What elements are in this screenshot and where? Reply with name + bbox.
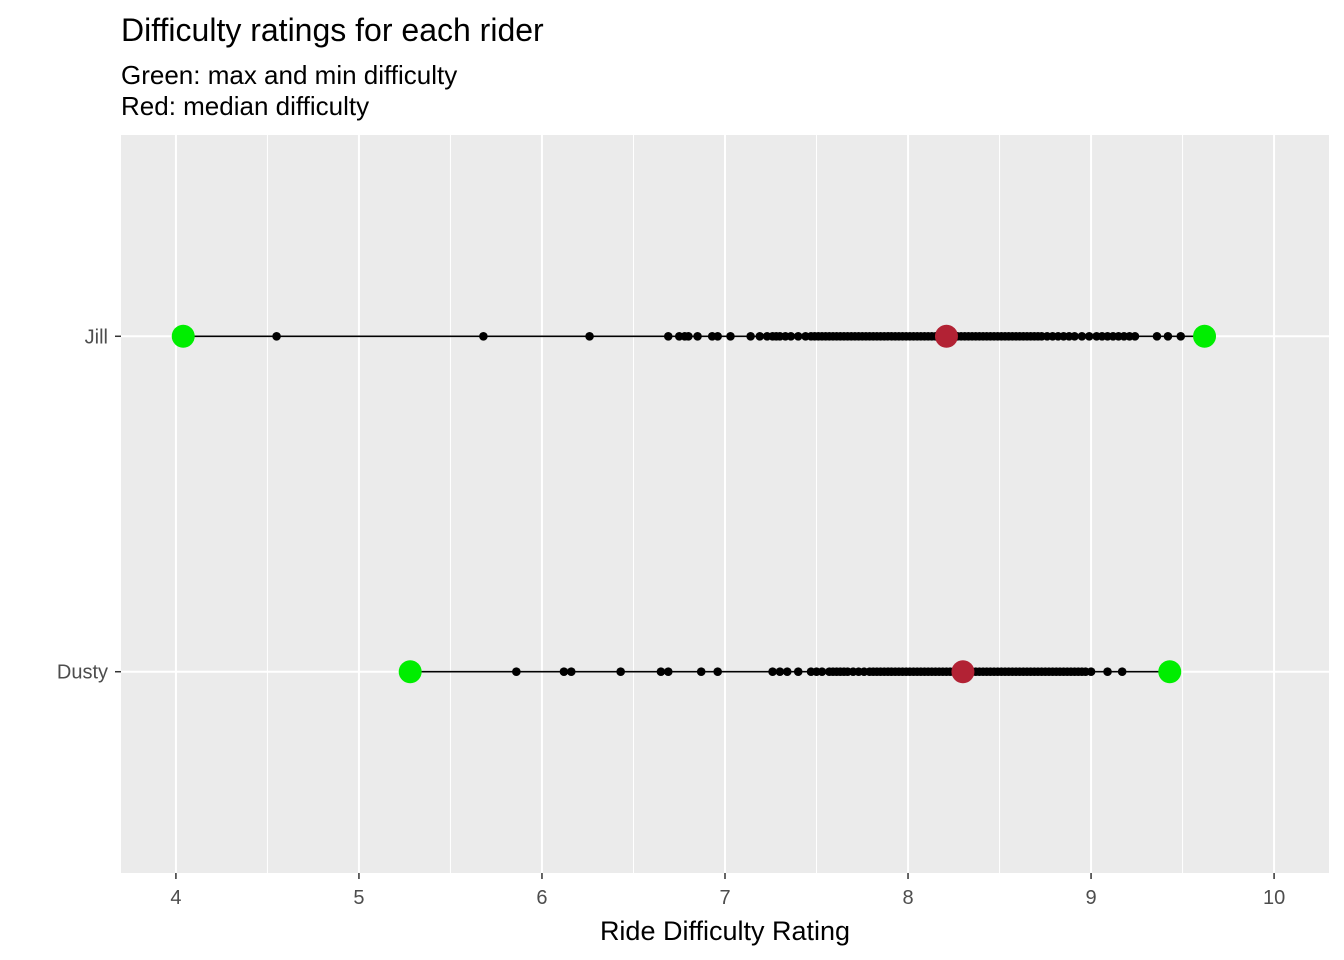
rating-point [775,667,785,677]
rating-point [1176,331,1186,341]
rating-point [693,331,702,341]
rating-point [616,667,625,677]
median-point [951,660,975,684]
rating-point [272,331,281,341]
rating-point [726,331,735,341]
max-point [1158,660,1182,684]
y-tick-label: Jill [85,326,108,348]
chart-subtitle-line-1: Green: max and min difficulty [121,60,457,90]
minor-gridlines [266,135,1184,873]
rating-point [713,667,722,677]
rating-point [566,667,576,677]
rating-point [684,331,693,341]
rating-point [585,331,594,341]
rating-point [768,667,777,677]
rating-point [1152,331,1162,341]
x-tick-label: 10 [1263,887,1285,909]
rating-point [1163,331,1173,341]
min-point [171,324,195,348]
rating-point [663,331,673,341]
median-point [934,324,958,348]
rating-point [1084,331,1094,341]
rating-point [786,331,796,341]
chart-title: Difficulty ratings for each rider [121,12,544,48]
rating-point [663,667,673,677]
rating-point [713,331,722,341]
x-tick-label: 4 [170,887,181,909]
x-tick-label: 6 [536,887,547,909]
max-point [1193,324,1217,348]
rating-point [782,667,792,677]
rating-point [512,667,521,677]
rating-point [696,667,706,677]
rating-point [817,667,827,677]
y-tick-label: Dusty [57,662,108,684]
rating-point [656,667,666,677]
series-dusty [398,660,1182,684]
rating-point [1117,667,1127,677]
rating-point [1070,331,1079,341]
rating-point [1130,331,1140,341]
rating-point [479,331,488,341]
rating-point [559,667,569,677]
rating-point [746,331,755,341]
min-point [398,660,422,684]
series-jill [171,324,1217,348]
x-tick-label: 5 [353,887,364,909]
axes-layer: 4 5 6 7 8 9 10 Dusty Jill [57,326,1285,909]
rating-point [1077,331,1087,341]
chart-subtitle-line-2: Red: median difficulty [121,91,369,121]
rating-point [793,667,803,677]
x-axis-title: Ride Difficulty Rating [600,916,850,946]
x-tick-label: 9 [1085,887,1096,909]
rating-point [1086,667,1096,677]
rating-point [755,331,765,341]
x-tick-label: 7 [719,887,730,909]
series-layer [171,324,1217,684]
x-tick-label: 8 [902,887,913,909]
rating-point [1103,667,1112,677]
rating-point [793,331,803,341]
